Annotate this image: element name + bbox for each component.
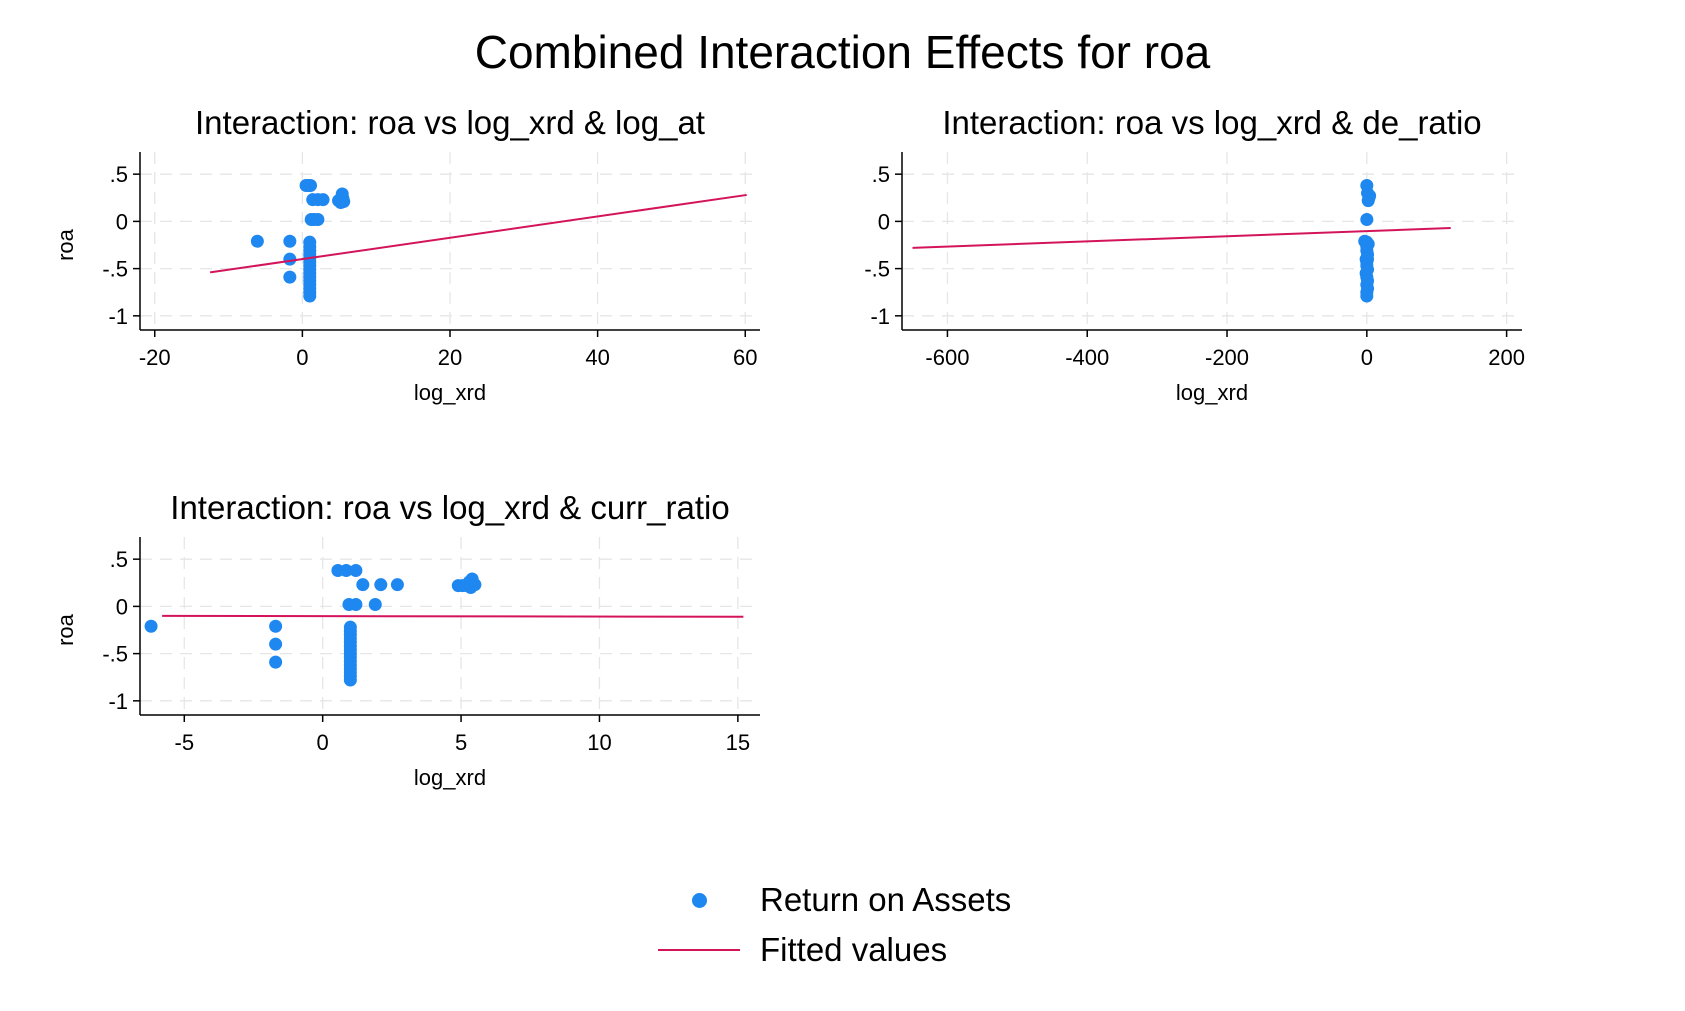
y-tick-label: .5: [110, 162, 128, 187]
data-point: [339, 564, 353, 577]
data-point: [356, 578, 370, 592]
data-point: [1363, 189, 1377, 203]
data-point: [250, 234, 264, 248]
y-tick-label: 0: [116, 209, 128, 234]
fitted-line: [162, 614, 744, 618]
y-tick-label: -1: [108, 689, 128, 714]
x-tick-label: 0: [296, 345, 308, 370]
y-axis-label: roa: [53, 613, 78, 646]
x-tick-label: 60: [733, 345, 757, 370]
fitted-line: [912, 227, 1451, 249]
chart-panel-log-at: Interaction: roa vs log_xrd & log_at -1 -.…: [53, 104, 760, 405]
data-point: [349, 598, 363, 611]
y-tick-label: 0: [116, 594, 128, 619]
x-tick-label: -600: [925, 345, 969, 370]
x-tick-label: 5: [455, 730, 467, 755]
legend-line-marker: [658, 949, 740, 951]
data-point: [1360, 213, 1374, 226]
legend-item-points: Return on Assets: [650, 875, 1070, 925]
x-tick-label: 15: [726, 730, 750, 755]
data-point: [283, 252, 297, 266]
y-tick-label: -.5: [102, 642, 128, 667]
y-tick-label: 0: [878, 209, 890, 234]
x-axis-label: log_xrd: [414, 380, 486, 405]
y-tick-label: -1: [870, 304, 890, 329]
x-axis-label: log_xrd: [414, 765, 486, 790]
data-point: [1360, 289, 1374, 303]
data-point: [343, 673, 357, 687]
y-tick-label: -1: [108, 304, 128, 329]
x-tick-label: 0: [1361, 345, 1373, 370]
panel-title: Interaction: roa vs log_xrd & curr_ratio: [170, 489, 729, 526]
data-point: [349, 564, 363, 577]
data-point: [283, 270, 297, 284]
y-tick-label: .5: [110, 547, 128, 572]
y-tick-label: -.5: [102, 257, 128, 282]
chart-panel-curr-ratio: Interaction: roa vs log_xrd & curr_ratio…: [53, 489, 760, 790]
data-point: [337, 195, 351, 209]
x-axis-label: log_xrd: [1176, 380, 1248, 405]
x-tick-label: -400: [1065, 345, 1109, 370]
x-tick-label: 0: [317, 730, 329, 755]
data-point: [464, 581, 478, 594]
data-point: [144, 619, 158, 633]
data-point: [303, 289, 317, 303]
y-axis-label: roa: [53, 228, 78, 261]
x-tick-label: 20: [438, 345, 462, 370]
x-tick-label: 10: [587, 730, 611, 755]
panel-title: Interaction: roa vs log_xrd & de_ratio: [942, 104, 1481, 141]
x-tick-label: -20: [139, 345, 171, 370]
x-tick-label: 200: [1488, 345, 1525, 370]
data-point: [283, 234, 297, 248]
x-tick-label: -200: [1205, 345, 1249, 370]
data-point: [269, 637, 283, 651]
legend-label-points: Return on Assets: [760, 881, 1012, 918]
data-point: [304, 179, 317, 192]
data-point: [374, 578, 388, 592]
data-point: [316, 193, 330, 207]
panel-title: Interaction: roa vs log_xrd & log_at: [195, 104, 705, 141]
figure-title: Combined Interaction Effects for roa: [474, 26, 1211, 78]
y-tick-label: .5: [872, 162, 890, 187]
data-point: [368, 598, 382, 611]
data-point: [269, 655, 283, 669]
y-tick-label: -.5: [864, 257, 890, 282]
legend-dot-marker: [692, 893, 707, 908]
x-tick-label: 40: [585, 345, 609, 370]
data-point: [311, 213, 325, 226]
fitted-line: [209, 193, 747, 274]
data-point: [269, 619, 283, 633]
x-tick-label: -5: [175, 730, 195, 755]
legend-item-fit: Fitted values: [650, 925, 1070, 975]
legend: Return on Assets Fitted values: [650, 875, 1070, 985]
legend-label-fit: Fitted values: [760, 931, 948, 968]
data-point: [390, 578, 404, 592]
chart-panel-de-ratio: Interaction: roa vs log_xrd & de_ratio -1…: [864, 104, 1525, 405]
